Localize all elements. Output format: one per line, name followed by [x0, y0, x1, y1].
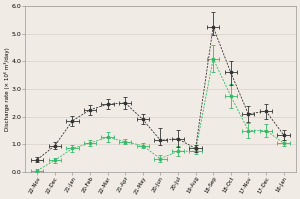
Y-axis label: Discharge rate (× 10⁶ m³/day): Discharge rate (× 10⁶ m³/day) — [4, 47, 10, 131]
